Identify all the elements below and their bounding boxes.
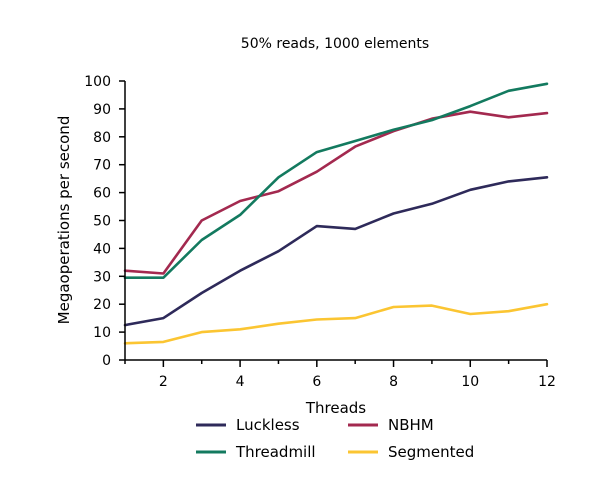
series-line-threadmill [123,82,549,280]
legend-label-segmented: Segmented [388,443,474,461]
x-tick-label: 4 [236,374,245,390]
y-tick-label: 30 [93,269,111,285]
y-tick-label: 0 [102,353,111,369]
legend-label-threadmill: Threadmill [235,443,316,461]
y-tick-label: 10 [93,325,111,341]
x-ticks: 2 4 6 8 10 12 [124,360,556,390]
x-axis-title: Threads [305,399,366,417]
y-tick-label: 70 [93,158,111,174]
y-tick-label: 20 [93,297,111,313]
y-tick-label: 100 [84,74,111,90]
legend-label-nbhm: NBHM [388,416,434,434]
series-line-luckless [123,176,549,327]
y-axis-title: Megaoperations per second [55,116,73,325]
series-layer [123,82,549,345]
y-tick-label: 80 [93,130,111,146]
chart-title: 50% reads, 1000 elements [241,36,429,52]
y-tick-label: 60 [93,186,111,202]
x-tick-label: 12 [538,374,556,390]
y-tick-label: 50 [93,214,111,230]
x-tick-label: 8 [389,374,398,390]
legend-label-luckless: Luckless [236,416,300,434]
series-line-segmented [123,302,549,345]
legend: Luckless NBHM Threadmill Segmented [196,416,474,461]
x-tick-label: 6 [312,374,321,390]
y-ticks: 0 10 20 30 40 50 60 70 80 90 100 [84,74,125,369]
x-tick-label: 10 [461,374,479,390]
y-tick-label: 40 [93,241,111,257]
x-tick-label: 2 [159,374,168,390]
y-tick-label: 90 [93,102,111,118]
series-line-nbhm [123,110,549,275]
